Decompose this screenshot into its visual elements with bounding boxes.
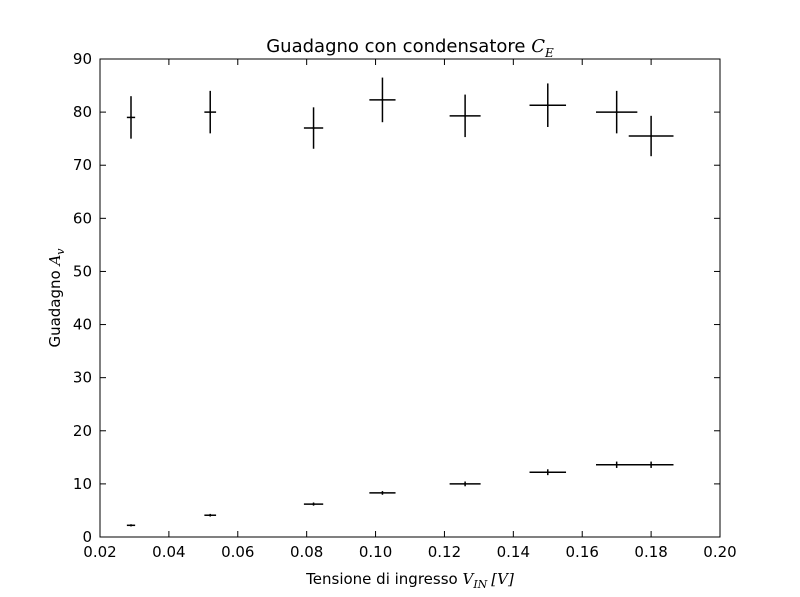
x-tick-label: 0.20 xyxy=(703,543,736,561)
point-marker xyxy=(312,503,315,506)
y-tick-label: 30 xyxy=(73,369,92,387)
point-marker xyxy=(381,491,384,494)
x-tick-label: 0.02 xyxy=(83,543,116,561)
point-marker xyxy=(209,514,212,517)
x-tick-label: 0.08 xyxy=(290,543,323,561)
point-marker xyxy=(130,524,132,527)
data-point xyxy=(126,524,136,527)
data-point xyxy=(628,115,674,157)
chart-title-sub: E xyxy=(544,46,554,60)
point-marker xyxy=(464,114,467,117)
chart-title: Guadagno con condensatore CE xyxy=(266,36,554,60)
x-tick-label: 0.16 xyxy=(566,543,599,561)
y-tick-label: 50 xyxy=(73,262,92,280)
chart-title-math: C xyxy=(531,36,545,57)
x-tick-label: 0.12 xyxy=(428,543,461,561)
data-point xyxy=(628,461,674,468)
x-axis-label-unit: [V] xyxy=(491,570,514,588)
x-tick-label: 0.18 xyxy=(634,543,667,561)
data-point xyxy=(126,96,136,139)
x-axis-label: Tensione di ingresso VIN [V] xyxy=(305,570,514,591)
point-marker xyxy=(381,98,384,101)
point-marker xyxy=(464,482,467,485)
y-axis-label-math: A xyxy=(46,255,64,268)
data-point xyxy=(204,513,217,517)
data-point xyxy=(369,77,396,123)
point-marker xyxy=(130,116,132,119)
y-axis-label-text: Guadagno xyxy=(46,266,64,348)
series-2 xyxy=(126,461,674,527)
y-tick-label: 80 xyxy=(73,103,92,121)
data-point xyxy=(529,83,567,127)
y-tick-label: 10 xyxy=(73,475,92,493)
x-tick-label: 0.06 xyxy=(221,543,254,561)
point-marker xyxy=(312,127,315,130)
y-tick-label: 70 xyxy=(73,156,92,174)
x-axis-label-text: Tensione di ingresso xyxy=(305,570,462,588)
x-axis-label-sub: IN xyxy=(472,578,487,591)
series-1 xyxy=(126,77,674,157)
data-layer xyxy=(126,77,674,527)
x-tick-label: 0.04 xyxy=(152,543,185,561)
point-marker xyxy=(650,135,653,138)
point-marker xyxy=(615,463,618,466)
plot-frame xyxy=(99,58,721,538)
point-marker xyxy=(650,463,653,466)
x-tick-label: 0.14 xyxy=(497,543,530,561)
x-tick-label: 0.10 xyxy=(359,543,392,561)
chart-title-text: Guadagno con condensatore xyxy=(266,36,531,57)
y-tick-label: 0 xyxy=(82,528,92,546)
y-tick-label: 90 xyxy=(73,50,92,68)
data-point xyxy=(369,491,396,495)
y-axis-label: Guadagno Av xyxy=(46,248,67,348)
x-axis-label-math: V xyxy=(462,570,475,588)
data-point xyxy=(303,107,324,149)
y-tick-label: 60 xyxy=(73,209,92,227)
data-point xyxy=(449,481,481,487)
data-point xyxy=(303,502,324,506)
y-tick-label: 20 xyxy=(73,422,92,440)
data-point xyxy=(596,90,638,134)
point-marker xyxy=(546,471,549,474)
data-point xyxy=(449,94,481,138)
y-tick-label: 40 xyxy=(73,316,92,334)
data-point xyxy=(529,469,567,476)
y-axis-label-sub: v xyxy=(54,248,67,255)
point-marker xyxy=(209,111,212,114)
tick-layer: 0.02 0.04 0.06 0.08 0.10 0.12 0.14 0.16 0.18 0.20… xyxy=(73,50,737,561)
point-marker xyxy=(546,104,549,107)
data-point xyxy=(204,90,217,134)
point-marker xyxy=(615,111,618,114)
